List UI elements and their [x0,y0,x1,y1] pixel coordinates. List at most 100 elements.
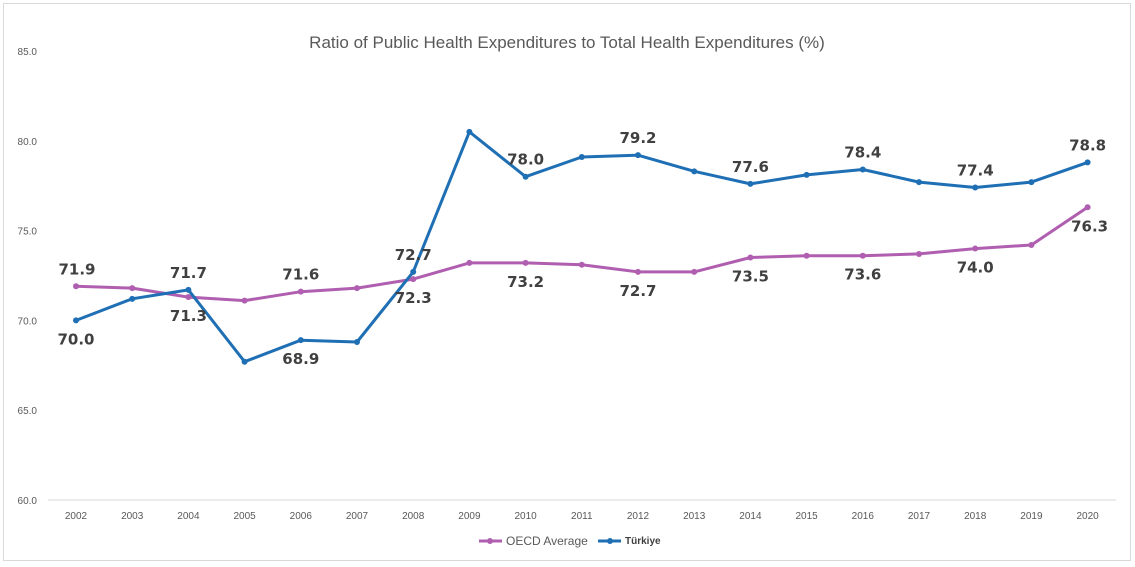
data-point [859,166,866,173]
data-point [635,152,641,159]
x-tick-label: 2018 [964,511,987,522]
data-point [73,283,79,290]
data-label: 73.2 [507,273,544,291]
y-axis: 60.0 65.0 70.0 75.0 80.0 85.0 [18,47,38,507]
y-tick-label: 75.0 [18,227,38,238]
data-point [241,297,248,304]
legend-label: Türkiye [625,536,661,547]
x-tick-label: 2020 [1076,511,1099,522]
data-label: 72.3 [395,289,432,307]
data-label: 78.4 [844,144,881,162]
data-point [691,168,698,175]
chart-frame [3,3,1131,561]
data-point [635,268,641,275]
legend-marker [607,538,613,544]
x-tick-label: 2008 [402,511,425,522]
x-tick-label: 2015 [795,511,818,522]
data-label: 68.9 [282,350,319,368]
data-point [859,252,866,259]
x-tick-label: 2019 [1020,511,1043,522]
data-point [578,261,585,268]
data-labels: 71.9 71.3 71.6 72.3 73.2 72.7 73.5 73.6 74.0 76.3… [57,129,1108,368]
data-point [129,295,136,302]
legend-label: OECD Average [506,534,588,548]
data-label: 78.8 [1069,136,1106,154]
data-label: 76.3 [1071,217,1108,235]
y-tick-label: 80.0 [18,137,38,148]
data-label: 71.7 [170,264,207,282]
data-point [578,153,585,160]
x-tick-label: 2009 [458,511,481,522]
legend-marker [487,538,493,544]
data-label: 71.6 [282,266,319,284]
x-tick-label: 2016 [852,511,875,522]
data-point [972,245,979,252]
data-point [1028,179,1035,186]
data-point [691,268,698,275]
data-point [185,294,192,301]
data-label: 73.5 [732,268,769,286]
data-label: 71.9 [58,260,95,278]
series-layer [73,128,1091,365]
data-point [410,276,417,283]
x-tick-label: 2007 [346,511,369,522]
series-turkiye [73,128,1091,365]
data-point [410,268,417,275]
data-point [522,173,529,180]
y-tick-label: 85.0 [18,47,38,58]
legend: OECD Average Türkiye [479,534,661,548]
series-line [75,206,1089,303]
x-tick-label: 2006 [290,511,313,522]
data-label: 79.2 [619,129,656,147]
data-label: 78.0 [507,151,544,169]
chart-title: Ratio of Public Health Expenditures to T… [309,33,825,52]
legend-item-turkiye: Türkiye [598,536,661,547]
data-point [522,259,529,266]
data-point [241,358,248,365]
data-label: 72.7 [395,246,432,264]
y-tick-label: 70.0 [18,316,38,327]
x-tick-label: 2017 [908,511,931,522]
data-point [297,337,304,344]
data-label: 73.6 [844,266,881,284]
data-label: 72.7 [619,282,656,300]
data-point [297,288,304,295]
data-point [129,285,136,292]
data-point [1084,204,1091,211]
data-point [1028,241,1035,248]
x-tick-label: 2004 [177,511,200,522]
data-point [73,317,79,324]
data-label: 70.0 [57,330,94,348]
y-tick-label: 65.0 [18,406,38,417]
data-point [747,180,754,187]
data-point [1084,159,1091,166]
x-tick-label: 2013 [683,511,706,522]
data-label: 74.0 [957,259,994,277]
data-label: 77.4 [957,161,994,179]
x-tick-label: 2014 [739,511,762,522]
data-point [803,171,810,178]
data-point [803,252,810,259]
data-point [916,250,922,257]
legend-item-oecd-average: OECD Average [479,534,588,548]
x-tick-label: 2010 [514,511,537,522]
x-axis: 2002 2003 2004 2005 2006 2007 2008 2009 2010 2011… [48,499,1116,522]
x-tick-label: 2003 [121,511,144,522]
x-tick-label: 2012 [627,511,650,522]
x-tick-label: 2011 [571,511,593,522]
data-point [466,259,473,266]
data-point [354,338,360,345]
series-oecd-average [73,204,1091,304]
data-point [972,184,979,191]
x-tick-label: 2002 [65,511,88,522]
data-label: 71.3 [170,307,207,325]
data-point [916,179,922,186]
x-tick-label: 2005 [233,511,256,522]
data-label: 77.6 [732,158,769,176]
data-point [466,128,473,135]
y-tick-label: 60.0 [18,496,38,507]
data-point [185,286,192,293]
data-point [747,254,754,261]
data-point [354,285,360,292]
